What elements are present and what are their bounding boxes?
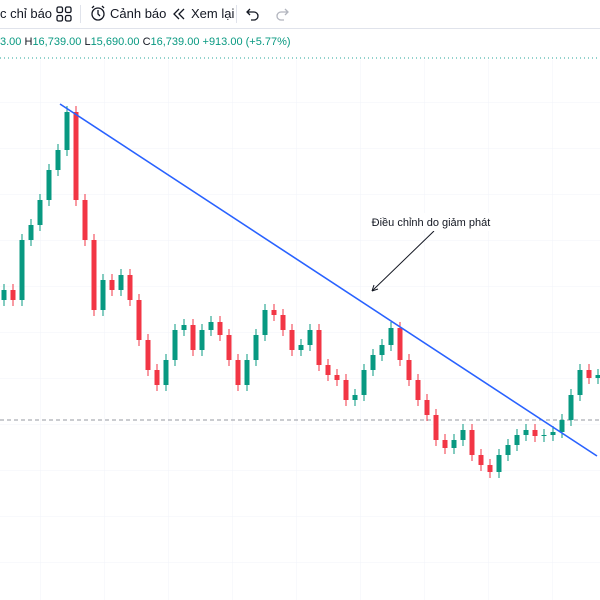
candle-body (595, 375, 600, 378)
candles (1, 106, 600, 478)
candle-body (532, 430, 538, 436)
candle-body (424, 400, 430, 415)
candle-body (496, 455, 502, 472)
candle-body (136, 300, 142, 340)
indicators-button[interactable]: c chỉ báo (0, 6, 53, 21)
close-value: 16,739.00 (150, 36, 200, 48)
candle-body (298, 345, 304, 350)
high-label: H (24, 36, 33, 48)
candle-body (235, 360, 241, 385)
candle-body (172, 330, 178, 360)
candle-body (352, 395, 358, 400)
candle-body (433, 415, 439, 440)
candle-body (307, 330, 313, 345)
low-value: 15,690.00 (90, 36, 140, 48)
callout-arrow (371, 230, 435, 292)
candle-body (388, 328, 394, 345)
candle-body (109, 280, 115, 290)
trend-line[interactable] (59, 103, 598, 457)
candle-body (73, 112, 79, 200)
candle-body (118, 275, 124, 290)
annotation: Điều chỉnh do giảm phát (372, 217, 491, 229)
candle-body (316, 330, 322, 365)
candle-body (199, 330, 205, 350)
candle-body (514, 435, 520, 445)
toolbar: c chỉ báo Cảnh báo Xem lại (0, 0, 600, 29)
candle-body (505, 445, 511, 455)
ohlc-legend: 3.00 H16,739.00 L15,690.00 C16,739.00 +9… (0, 36, 291, 48)
candle-body (253, 335, 259, 360)
high-value: 16,739.00 (32, 36, 82, 48)
arrow-head (371, 284, 379, 292)
layout-icon[interactable] (56, 6, 72, 22)
low-label: L (84, 36, 91, 48)
alert-icon[interactable] (89, 5, 107, 23)
candle-body (451, 440, 457, 448)
change-value: +913.00 (+5.77%) (202, 36, 291, 48)
candle-body (280, 315, 286, 330)
candle-body (325, 365, 331, 375)
candle-body (478, 455, 484, 465)
candle-body (550, 432, 556, 435)
candle-body (487, 465, 493, 472)
candle-body (577, 370, 583, 395)
candle-body (10, 290, 16, 300)
candle-body (523, 430, 529, 435)
candle-body (154, 370, 160, 385)
candle-body (334, 375, 340, 380)
candle-body (559, 420, 565, 432)
candle-body (127, 275, 133, 300)
candle-body (541, 435, 547, 436)
candle-body (91, 240, 97, 310)
separator (236, 5, 237, 23)
replay-icon[interactable] (172, 7, 186, 21)
candle-body (289, 330, 295, 350)
candle-body (244, 360, 250, 385)
candle-body (397, 328, 403, 360)
replay-button[interactable]: Xem lại (191, 6, 235, 21)
candle-body (181, 325, 187, 330)
candle-body (469, 430, 475, 455)
candle-body (19, 240, 25, 300)
separator (80, 5, 81, 23)
candle-body (190, 325, 196, 350)
candle-body (415, 380, 421, 400)
candle-body (208, 322, 214, 330)
candle-body (361, 370, 367, 395)
candle-body (64, 112, 70, 150)
close-label: C (142, 36, 151, 48)
candle-body (370, 355, 376, 370)
candle-body (28, 225, 34, 240)
candle-body (586, 370, 592, 378)
candle-body (100, 280, 106, 310)
redo-icon[interactable] (275, 7, 289, 21)
open-value: 3.00 (0, 36, 22, 48)
candle-body (37, 200, 43, 225)
candle-body (406, 360, 412, 380)
candle-body (226, 335, 232, 360)
candle-body (460, 430, 466, 440)
candle-body (217, 322, 223, 335)
callout-box[interactable] (367, 213, 495, 231)
candle-body (145, 340, 151, 370)
candle-body (55, 150, 61, 170)
alerts-button[interactable]: Cảnh báo (110, 6, 167, 21)
candle-body (271, 310, 277, 315)
undo-icon[interactable] (246, 7, 260, 21)
candle-body (379, 345, 385, 355)
candle-body (1, 290, 7, 300)
candle-body (343, 380, 349, 400)
candle-body (262, 310, 268, 335)
grid (0, 60, 600, 600)
candle-body (82, 200, 88, 240)
candle-body (568, 395, 574, 420)
candle-body (442, 440, 448, 448)
candle-body (163, 360, 169, 385)
candle-body (46, 170, 52, 200)
